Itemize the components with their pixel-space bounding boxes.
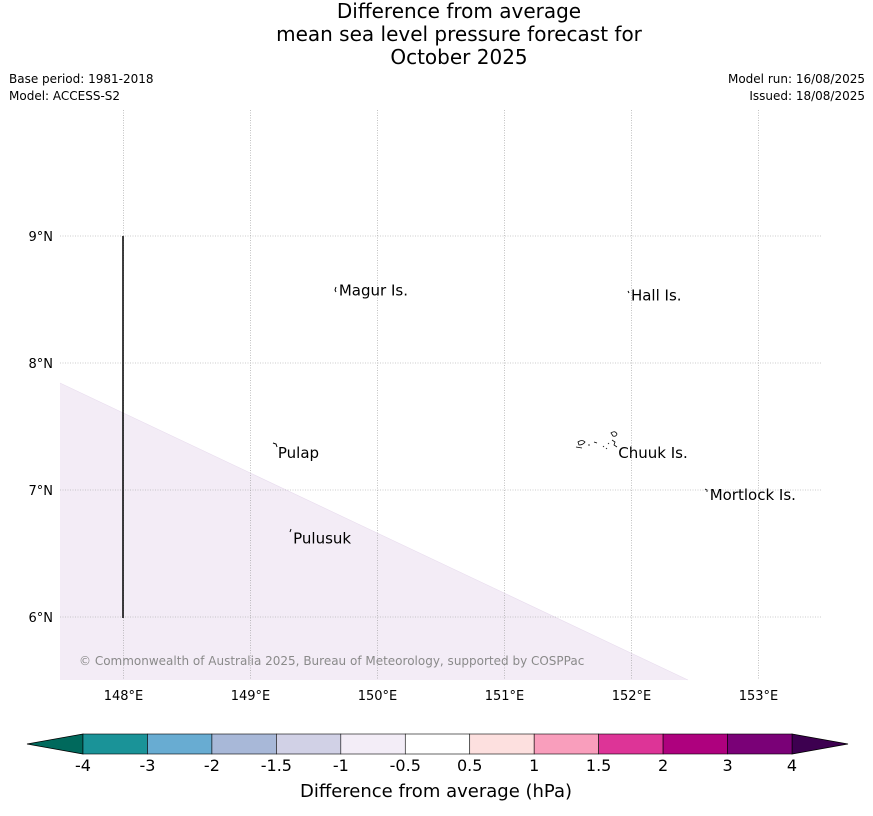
colorbar-tick-label: -4 [75,756,91,775]
colorbar-tick-label: 2 [658,756,668,775]
place-label: Chuuk Is. [618,444,687,462]
lon-tick-label: 151°E [485,689,525,704]
colorbar: -4 -3 -2 -1.5 -1 -0.5 0.5 1 1.5 2 3 4 [26,733,849,775]
colorbar-segment [469,733,535,755]
lat-tick-label: 8°N [29,357,54,372]
colorbar-tick-label: -0.5 [390,756,421,775]
lon-tick-label: 153°E [739,689,779,704]
colorbar-tick-label: -1 [333,756,349,775]
lat-tick-label: 9°N [29,230,54,245]
place-label: Pulap [278,444,319,462]
map-layer: Magur Is. Hall Is. Pulap Chuuk Is. Mortlock … [29,110,822,704]
title-line-1: Difference from average [336,0,582,23]
colorbar-tick-label: -3 [139,756,155,775]
colorbar-tick-label: 0.5 [457,756,482,775]
pulusuk-island-shape [289,528,292,533]
colorbar-overflow [791,733,849,755]
title-line-2: mean sea level pressure forecast for [276,22,642,46]
hall-island-shape [627,290,630,294]
colorbar-label: Difference from average (hPa) [300,781,572,802]
lat-tick-label: 7°N [29,484,54,499]
lat-tick-label: 6°N [29,611,54,626]
colorbar-tick-label: 4 [787,756,797,775]
colorbar-segment [662,733,728,755]
lon-tick-label: 149°E [231,689,271,704]
colorbar-underflow [26,733,84,755]
lon-tick-label: 152°E [612,689,652,704]
colorbar-segment [340,733,406,755]
colorbar-segment [533,733,599,755]
colorbar-tick-label: 3 [722,756,732,775]
base-period: Base period: 1981-2018 [9,72,154,86]
chuuk-island-shape [575,431,618,450]
place-label: Hall Is. [631,287,682,305]
colorbar-segment [276,733,342,755]
colorbar-segment [211,733,277,755]
colorbar-tick-label: -1.5 [261,756,292,775]
meta-right: Model run: 16/08/2025 Issued: 18/08/2025 [728,71,865,105]
colorbar-tick-label: -2 [204,756,220,775]
meta-left: Base period: 1981-2018 Model: ACCESS-S2 [9,71,154,105]
colorbar-segment [404,733,471,755]
axis-ticks: 148°E 149°E 150°E 151°E 152°E 153°E 9°N 8°N 7°N 6… [29,230,779,704]
title-line-3: October 2025 [390,45,528,69]
lon-tick-label: 148°E [104,689,144,704]
colorbar-segment [598,733,664,755]
colorbar-tick-label: 1.5 [586,756,611,775]
lon-tick-label: 150°E [358,689,398,704]
colorbar-segment [82,733,148,755]
model-run: Model run: 16/08/2025 [727,72,865,86]
model-name: Model: ACCESS-S2 [9,89,121,103]
place-label: Mortlock Is. [710,486,796,504]
chart-title: Difference from average mean sea level p… [0,0,873,69]
colorbar-segment [147,733,213,755]
colorbar-segment [727,733,793,755]
colorbar-tick-label: 1 [529,756,539,775]
place-label: Magur Is. [339,282,408,300]
anomaly-edge [59,382,689,681]
place-label: Pulusuk [293,529,351,547]
island-shapes [272,286,708,533]
issued-date: Issued: 18/08/2025 [749,89,865,103]
place-labels: Magur Is. Hall Is. Pulap Chuuk Is. Mortlock … [278,282,796,548]
pulap-island-shape [272,442,278,448]
magur-island-shape [334,286,337,293]
copyright-text: © Commonwealth of Australia 2025, Bureau… [79,654,584,668]
mortlock-island-shape [704,488,708,492]
